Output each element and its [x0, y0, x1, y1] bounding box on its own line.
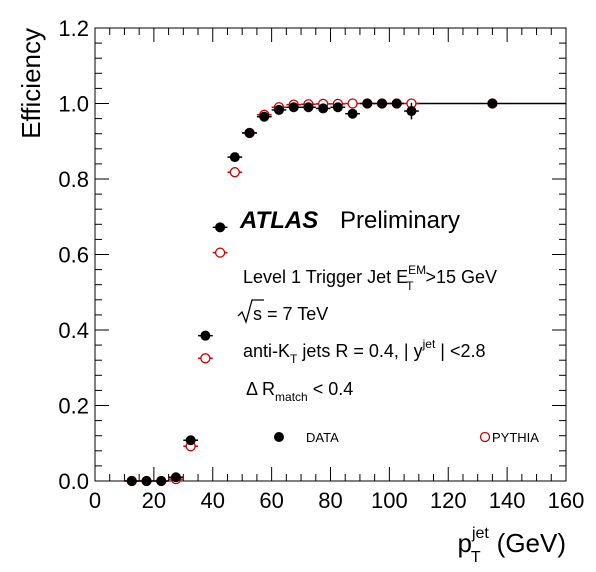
- data-point: [170, 472, 181, 483]
- pythia-point: [229, 167, 240, 178]
- data-point: [332, 102, 343, 113]
- data-point: [215, 222, 226, 233]
- x-axis-title-sup: jet: [471, 525, 489, 542]
- y-tick-label: 1.0: [58, 92, 89, 117]
- x-tick-label: 20: [142, 488, 166, 513]
- data-point: [273, 104, 284, 115]
- trigger-sup: EM: [408, 263, 426, 277]
- trigger-rest: >15 GeV: [425, 267, 497, 287]
- y-tick-label: 0.6: [58, 243, 89, 268]
- legend-data-marker: [274, 432, 284, 442]
- jets-sup: jet: [422, 337, 436, 351]
- x-tick-label: 60: [259, 488, 283, 513]
- data-point: [377, 98, 388, 109]
- data-point: [185, 435, 196, 446]
- data-point: [406, 106, 417, 117]
- delta-r-main: Δ R: [246, 379, 275, 399]
- x-tick-label: 80: [318, 488, 342, 513]
- y-tick-label: 0.0: [58, 469, 89, 494]
- pythia-point: [214, 247, 226, 258]
- data-points: [124, 98, 498, 487]
- x-tick-label: 140: [489, 488, 526, 513]
- sqrt-sign: [237, 299, 264, 325]
- atlas-label: ATLAS: [239, 207, 318, 234]
- preliminary-label: Preliminary: [340, 207, 460, 234]
- legend-pythia-label: PYTHIA: [492, 430, 539, 445]
- legend-pythia-marker: [479, 431, 491, 443]
- axis-ticks: [94, 27, 567, 482]
- x-axis-title-sub: T: [471, 549, 481, 566]
- delta-r-label: Δ Rmatch < 0.4: [246, 379, 353, 404]
- data-point: [244, 127, 255, 138]
- data-point: [200, 330, 211, 341]
- trigger-label: Level 1 Trigger Jet EEM T >15 GeV: [243, 263, 497, 293]
- data-series: [124, 98, 498, 486]
- legend-data-label: DATA: [306, 430, 339, 445]
- pythia-series: [124, 98, 498, 487]
- axis-tick-labels: 0 20 40 60 80 100 120 140 160 0.0 0.2 0.4 0.6 0.8 1.0 1…: [58, 16, 584, 513]
- y-tick-label: 1.2: [58, 16, 89, 41]
- x-axis-title: pjet T (GeV): [458, 525, 567, 566]
- data-point: [288, 102, 299, 113]
- data-point: [303, 102, 314, 113]
- y-tick-label: 0.2: [58, 394, 89, 419]
- jets-part2: jets R = 0.4, | y: [297, 341, 422, 361]
- data-point: [362, 98, 373, 109]
- x-tick-label: 40: [201, 488, 225, 513]
- data-point: [259, 111, 270, 122]
- y-axis-title: Efficiency: [16, 28, 46, 139]
- x-tick-label: 120: [430, 488, 467, 513]
- sqrt-s-root: s: [253, 304, 262, 324]
- x-tick-label: 0: [89, 488, 101, 513]
- pythia-point: [347, 98, 358, 109]
- delta-r-sub: match: [275, 390, 308, 404]
- jets-part3: | <2.8: [435, 341, 485, 361]
- x-axis-title-unit: (GeV): [497, 528, 566, 558]
- delta-r-rest: < 0.4: [308, 379, 354, 399]
- data-point: [487, 98, 498, 109]
- data-point: [156, 476, 167, 486]
- x-tick-label: 100: [371, 488, 408, 513]
- data-point: [391, 98, 402, 109]
- y-tick-label: 0.4: [58, 318, 89, 343]
- data-point: [126, 476, 137, 486]
- pythia-point: [200, 353, 211, 364]
- data-point: [229, 152, 240, 163]
- jets-sub: T: [290, 352, 298, 366]
- jets-label: anti-KT jets R = 0.4, | yjet | <2.8: [243, 337, 486, 366]
- y-tick-label: 0.8: [58, 167, 89, 192]
- x-axis-title-main: p: [458, 528, 472, 558]
- data-point: [318, 103, 329, 114]
- data-point: [141, 476, 152, 486]
- legend: DATA PYTHIA: [274, 430, 539, 445]
- x-tick-label: 160: [548, 488, 585, 513]
- trigger-sub: T: [406, 279, 414, 293]
- plot-frame: [94, 27, 567, 482]
- trigger-main: Level 1 Trigger Jet E: [243, 267, 408, 287]
- sqrt-s-rest: = 7 TeV: [262, 304, 328, 324]
- jets-part1: anti-K: [243, 341, 290, 361]
- sqrt-s-label: s = 7 TeV: [253, 304, 328, 324]
- data-point: [347, 108, 358, 119]
